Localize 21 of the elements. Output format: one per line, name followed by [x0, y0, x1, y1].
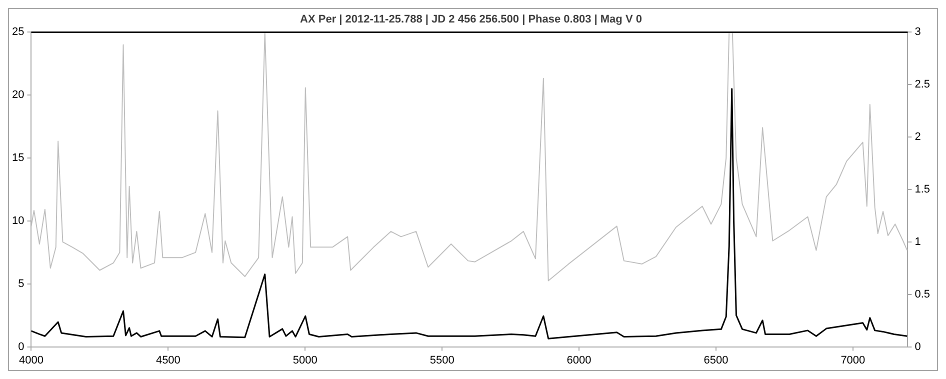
chart-title: AX Per | 2012-11-25.788 | JD 2 456 256.500 | Phase 0.803 | Mag V 0	[300, 14, 642, 26]
y-tick-label: 5	[18, 278, 24, 290]
x-tick-label: 4500	[156, 354, 180, 366]
x-tick-label: 4000	[18, 354, 44, 366]
x-tick-label: 6500	[704, 354, 728, 366]
y-tick-label: 0	[18, 340, 24, 353]
y2-tick-label: 1.5	[914, 184, 930, 196]
y2-tick-label: 2.5	[914, 78, 930, 91]
x-tick-label: 6000	[566, 354, 592, 366]
y2-tick-label: 1	[914, 236, 921, 248]
y2-tick-label: 3	[914, 26, 921, 38]
y-tick-label: 10	[12, 214, 24, 227]
x-tick-label: 5500	[430, 354, 454, 366]
x-tick-label: 5000	[292, 354, 318, 366]
y-tick-label: 15	[12, 152, 24, 164]
x-tick-label: 7000	[840, 354, 866, 366]
y2-tick-label: 2	[914, 131, 921, 144]
y2-tick-label: 0.5	[914, 288, 930, 300]
y-tick-label: 20	[12, 89, 24, 102]
y2-tick-label: 0	[914, 340, 921, 353]
y-tick-label: 25	[12, 26, 24, 38]
